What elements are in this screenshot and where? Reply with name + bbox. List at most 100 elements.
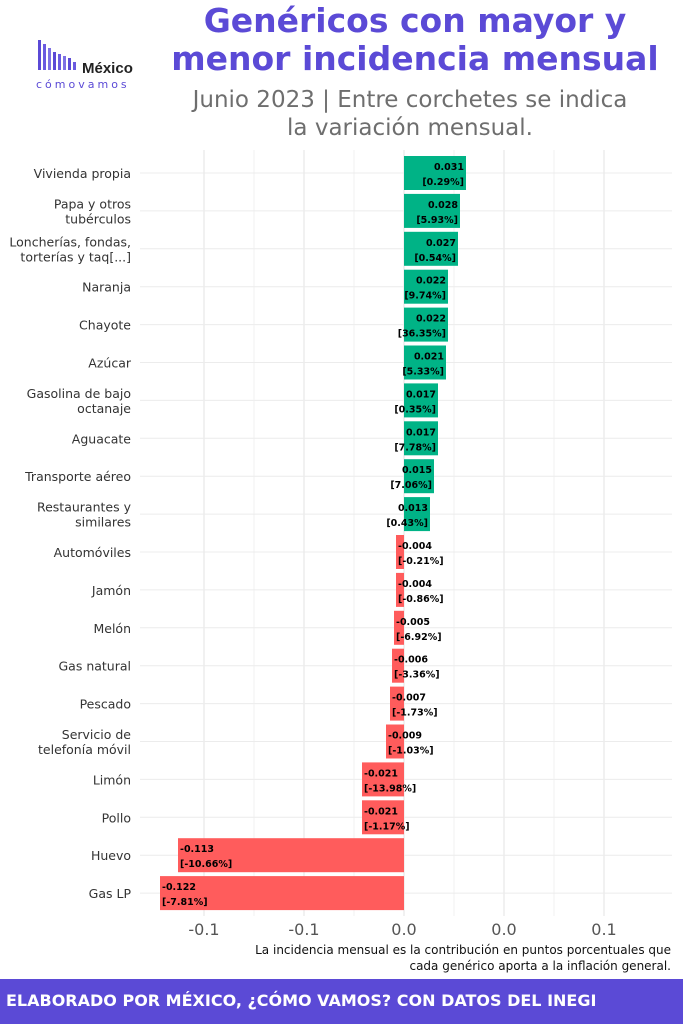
variation-label: [9.74%] <box>404 291 446 302</box>
value-label: -0.004 <box>398 541 432 552</box>
x-tick-label: 0.0 <box>491 920 516 939</box>
category-label: Papa y otros <box>54 196 131 211</box>
logo: México cómovamos <box>36 38 152 94</box>
bar <box>394 610 404 645</box>
variation-label: [-0.86%] <box>398 594 444 605</box>
x-tick-label: 0.0 <box>391 920 416 939</box>
category-label: Melón <box>93 621 131 636</box>
bar <box>178 838 404 873</box>
value-label: -0.021 <box>364 768 398 779</box>
bar <box>404 497 430 532</box>
category-label: Restaurantes y <box>37 500 132 515</box>
category-label: tubérculos <box>65 211 131 226</box>
category-label: Transporte aéreo <box>24 469 131 484</box>
category-label: Servicio de <box>62 727 132 742</box>
variation-label: [-1.17%] <box>364 821 410 832</box>
category-label: Gas natural <box>58 659 131 674</box>
bar <box>404 421 438 456</box>
value-label: 0.015 <box>402 465 432 476</box>
title-line-2: menor incidencia mensual <box>171 39 659 78</box>
bar <box>386 724 404 759</box>
category-label: Huevo <box>91 848 131 863</box>
bar <box>390 686 404 721</box>
value-label: 0.017 <box>406 389 436 400</box>
value-label: -0.009 <box>388 731 422 742</box>
variation-label: [-1.03%] <box>388 746 434 757</box>
category-label: Gas LP <box>89 886 132 901</box>
value-label: 0.031 <box>434 162 464 173</box>
logo-bars-icon <box>38 40 76 70</box>
bar <box>362 762 404 797</box>
subtitle-line-1: Junio 2023 | Entre corchetes se indica <box>192 87 628 113</box>
value-label: -0.021 <box>364 806 398 817</box>
category-label: Chayote <box>79 318 131 333</box>
bar <box>404 193 460 228</box>
bar <box>160 876 404 911</box>
variation-label: [-13.98%] <box>364 783 416 794</box>
variation-label: [-3.36%] <box>394 670 440 681</box>
variation-label: [-1.73%] <box>392 708 438 719</box>
variation-label: [7.78%] <box>394 442 436 453</box>
bar <box>404 345 446 380</box>
bar <box>396 535 404 569</box>
category-label: Automóviles <box>54 545 131 560</box>
value-label: 0.022 <box>416 314 446 325</box>
logo-tagline: cómovamos <box>36 78 130 91</box>
bar-chart: 0.031 [0.29%] Vivienda propia 0.028 [5.93%] P… <box>9 150 672 939</box>
value-label: 0.028 <box>428 200 458 211</box>
caption-line-2: cada genérico aporta a la inflación gene… <box>409 959 671 973</box>
category-label: Loncherías, fondas, <box>9 234 131 249</box>
caption-line-1: La incidencia mensual es la contribución… <box>255 943 671 957</box>
footer-text: ELABORADO POR MÉXICO, ¿CÓMO VAMOS? CON D… <box>6 991 597 1010</box>
variation-label: [0.54%] <box>414 253 456 264</box>
value-label: 0.013 <box>398 503 428 514</box>
category-label: telefonía móvil <box>38 742 131 757</box>
bar <box>404 156 466 190</box>
bar <box>396 572 404 607</box>
category-label: Jamón <box>91 583 131 598</box>
category-label: Pollo <box>102 810 131 825</box>
category-label: octanaje <box>77 401 131 416</box>
category-label: Aguacate <box>72 431 132 446</box>
variation-label: [0.43%] <box>386 518 428 529</box>
category-label: similares <box>75 515 131 530</box>
category-label: Gasolina de bajo <box>27 386 131 401</box>
value-label: -0.005 <box>396 617 430 628</box>
variation-label: [36.35%] <box>398 329 446 340</box>
category-label: torterías y taq[...] <box>20 249 131 264</box>
category-label: Azúcar <box>88 356 132 371</box>
category-label: Naranja <box>82 280 131 295</box>
variation-label: [7.06%] <box>390 480 432 491</box>
value-label: 0.017 <box>406 427 436 438</box>
bar <box>404 383 438 418</box>
bar <box>404 231 458 266</box>
bar <box>392 648 404 683</box>
variation-label: [0.35%] <box>394 404 436 415</box>
value-label: -0.113 <box>180 844 214 855</box>
bar <box>362 800 404 835</box>
bar <box>404 459 434 494</box>
category-label: Limón <box>93 772 131 787</box>
subtitle-line-2: la variación mensual. <box>287 115 533 141</box>
x-tick-label: -0.1 <box>188 920 219 939</box>
chart-caption: La incidencia mensual es la contribución… <box>171 942 671 974</box>
variation-label: [-10.66%] <box>180 859 232 870</box>
value-label: -0.007 <box>392 693 426 704</box>
bar <box>404 307 448 342</box>
page-subtitle: Junio 2023 | Entre corchetes se indica l… <box>140 86 680 142</box>
variation-label: [5.33%] <box>402 367 444 378</box>
variation-label: [0.29%] <box>422 177 464 188</box>
footer-banner: ELABORADO POR MÉXICO, ¿CÓMO VAMOS? CON D… <box>0 979 683 1024</box>
value-label: -0.122 <box>162 882 196 893</box>
value-label: -0.006 <box>394 655 428 666</box>
value-label: 0.022 <box>416 276 446 287</box>
variation-label: [-6.92%] <box>396 632 442 643</box>
logo-brand: México <box>82 60 133 77</box>
title-line-1: Genéricos con mayor y <box>203 1 627 40</box>
value-label: 0.027 <box>426 238 456 249</box>
x-tick-label: 0.1 <box>591 920 616 939</box>
value-label: -0.004 <box>398 579 432 590</box>
variation-label: [5.93%] <box>416 215 458 226</box>
x-tick-label: -0.1 <box>288 920 319 939</box>
variation-label: [-7.81%] <box>162 897 208 908</box>
